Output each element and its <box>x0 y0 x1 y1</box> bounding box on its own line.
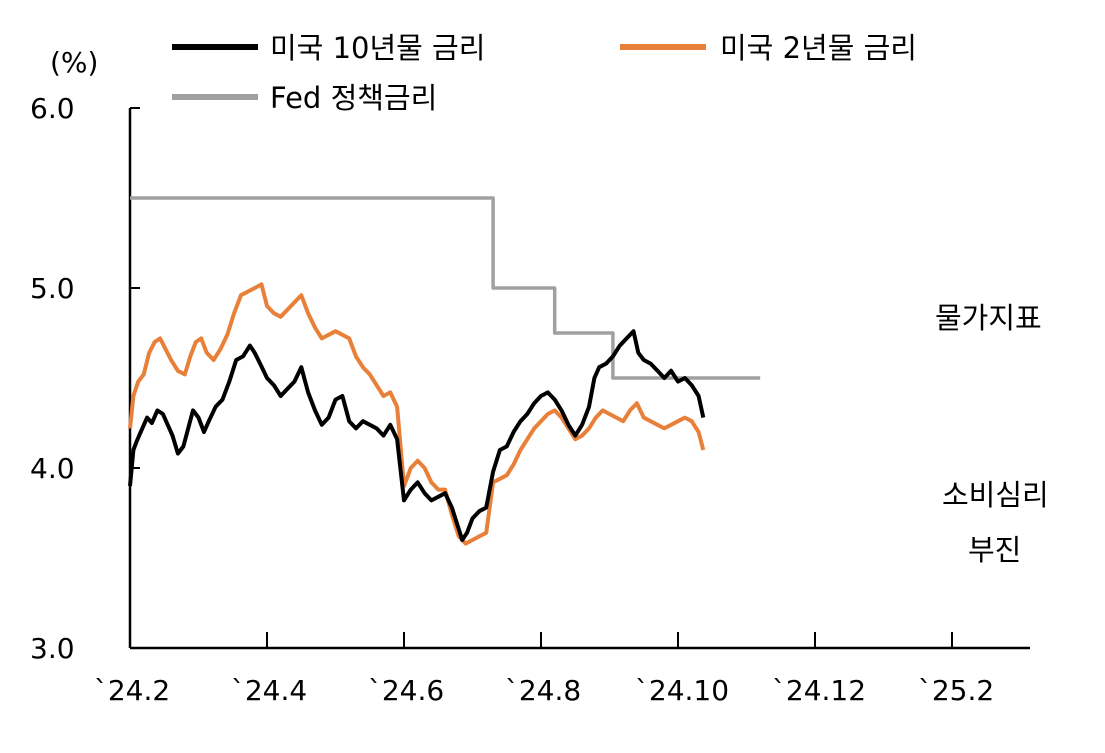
series-line-2y <box>128 282 706 546</box>
y-tick-label-4: 4.0 <box>30 452 75 485</box>
x-tick-label-2: `24.6 <box>368 674 444 707</box>
annotation-sentiment: 소비심리 <box>942 478 1049 512</box>
x-tick-label-4: `24.10 <box>635 674 729 707</box>
y-tick-label-6: 6.0 <box>30 92 75 125</box>
x-tick-label-3: `24.8 <box>505 674 581 707</box>
y-tick-label-5: 5.0 <box>30 272 75 305</box>
annotation-weak: 부진 <box>968 533 1021 567</box>
legend: 미국 10년물 금리 미국 2년물 금리 Fed 정책금리 <box>172 31 917 115</box>
annotation-inflation: 물가지표 <box>935 301 1042 335</box>
x-tick-label-0: `24.2 <box>94 674 170 707</box>
x-tick-label-5: `24.12 <box>772 674 866 707</box>
legend-label-10y: 미국 10년물 금리 <box>270 31 485 65</box>
series-line-fed <box>130 196 761 380</box>
series-line-10y <box>128 329 706 542</box>
series-layer <box>128 196 761 546</box>
y-ticks: 6.0 5.0 4.0 3.0 <box>30 92 140 665</box>
unit-label: (%) <box>50 46 98 79</box>
legend-label-fed: Fed 정책금리 <box>270 81 437 115</box>
x-ticks: `24.2 `24.4 `24.6 `24.8 `24.10 `24.12 `2… <box>94 632 994 707</box>
y-tick-label-3: 3.0 <box>30 632 75 665</box>
x-tick-label-6: `25.2 <box>918 674 994 707</box>
x-tick-label-1: `24.4 <box>231 674 307 707</box>
legend-label-2y: 미국 2년물 금리 <box>720 31 917 65</box>
